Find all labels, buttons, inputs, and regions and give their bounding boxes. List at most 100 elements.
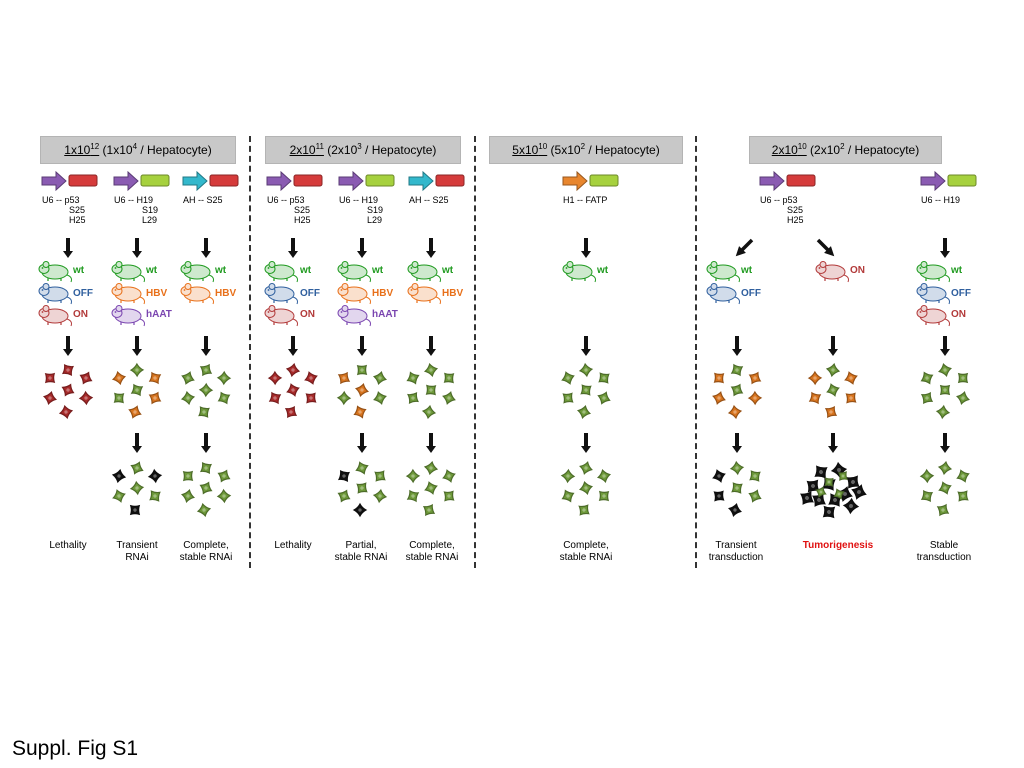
cell-icon (147, 468, 163, 484)
down-arrow (940, 433, 950, 453)
mouse-label-wt: wt (73, 265, 85, 276)
mouse-label-off: OFF (741, 288, 761, 299)
mouse-icon (38, 305, 72, 327)
down-arrow (63, 238, 73, 258)
cell-icon (423, 362, 439, 378)
cell-icon (712, 469, 726, 483)
shrna-bar (293, 174, 323, 187)
down-arrow (132, 336, 142, 356)
construct-target: L29 (367, 215, 383, 225)
cell-icon (957, 372, 969, 384)
mouse-label-wt: wt (300, 265, 312, 276)
cell-icon (267, 370, 283, 386)
cell-icon (181, 371, 195, 385)
promoter-arrow (759, 170, 785, 192)
shrna-bar (365, 174, 395, 187)
mouse-icon (111, 305, 145, 327)
mouse-label-on: ON (850, 265, 865, 276)
mouse-icon (706, 261, 740, 283)
mouse-icon (562, 261, 596, 283)
cell-icon (747, 390, 763, 406)
cell-icon (406, 489, 420, 503)
mouse-icon (180, 261, 214, 283)
cell-icon (936, 503, 950, 517)
group-header-3: 5x1010 (5x102 / Hepatocyte) (489, 136, 683, 164)
construct-glyph (266, 170, 323, 192)
construct-target: H25 (787, 215, 804, 225)
shrna-bar (435, 174, 465, 187)
mouse-icon (38, 261, 72, 283)
mouse-icon (407, 283, 441, 305)
mouse-icon (407, 261, 441, 283)
cell-icon (956, 469, 970, 483)
down-arrow (132, 433, 142, 453)
cell-icon (807, 370, 823, 386)
mouse-label-off: OFF (300, 288, 320, 299)
mouse-icon (264, 305, 298, 327)
construct-glyph (41, 170, 98, 192)
cell-icon (148, 391, 162, 405)
group-header-1: 1x1012 (1x104 / Hepatocyte) (40, 136, 236, 164)
construct-glyph (408, 170, 465, 192)
cell-icon (815, 486, 827, 498)
cell-icon (578, 480, 594, 496)
mouse-icon (180, 283, 214, 305)
cell-icon (423, 460, 439, 476)
shrna-bar (589, 174, 619, 187)
down-arrow (581, 336, 591, 356)
cell-icon (824, 405, 838, 419)
mouse-icon (337, 283, 371, 305)
cell-icon (355, 461, 369, 475)
mouse-label-wt: wt (741, 265, 753, 276)
cell-icon (284, 405, 298, 419)
outcome-4: Lethality (274, 540, 312, 551)
down-arrow (426, 238, 436, 258)
cell-icon (196, 502, 212, 518)
cell-icon (268, 391, 282, 405)
outcome-10: Stable transduction (916, 540, 972, 563)
cell-icon (851, 484, 867, 500)
cell-icon (217, 469, 231, 483)
construct-label-3: AH -- S25 (183, 195, 223, 205)
mouse-label-wt: wt (372, 265, 384, 276)
cell-icon (957, 490, 969, 502)
cell-icon (112, 489, 126, 503)
cell-icon (748, 371, 762, 385)
down-arrow (828, 433, 838, 453)
outcome-7: Complete, stable RNAi (559, 540, 613, 563)
mouse-icon (706, 283, 740, 305)
cell-icon (352, 502, 368, 518)
cell-icon (149, 490, 161, 502)
mouse-label-on: ON (300, 309, 315, 320)
mouse-icon (337, 305, 371, 327)
cell-icon (58, 404, 74, 420)
cell-icon (199, 461, 213, 475)
cell-icon (129, 480, 145, 496)
cell-icon (824, 477, 834, 487)
cell-icon (111, 370, 127, 386)
cell-icon (822, 505, 836, 519)
cell-icon (128, 405, 142, 419)
down-arrow (357, 238, 367, 258)
construct-label-6: AH -- S25 (409, 195, 449, 205)
cell-icon (199, 363, 213, 377)
down-arrow (357, 433, 367, 453)
cell-icon (217, 391, 231, 405)
cell-icon (337, 469, 351, 483)
cell-icon (562, 392, 574, 404)
mouse-label-haat: hAAT (146, 309, 172, 320)
cell-icon (920, 371, 934, 385)
shrna-bar (947, 174, 977, 187)
cell-icon (148, 371, 162, 385)
construct-target: H25 (294, 215, 311, 225)
promoter-arrow (41, 170, 67, 192)
cell-icon (354, 382, 370, 398)
cell-icon (844, 371, 858, 385)
cell-icon (421, 404, 437, 420)
cell-icon (78, 390, 94, 406)
mouse-label-hbv: HBV (372, 288, 394, 299)
diagonal-arrow (816, 238, 835, 257)
down-arrow (732, 336, 742, 356)
cell-icon (579, 461, 593, 475)
